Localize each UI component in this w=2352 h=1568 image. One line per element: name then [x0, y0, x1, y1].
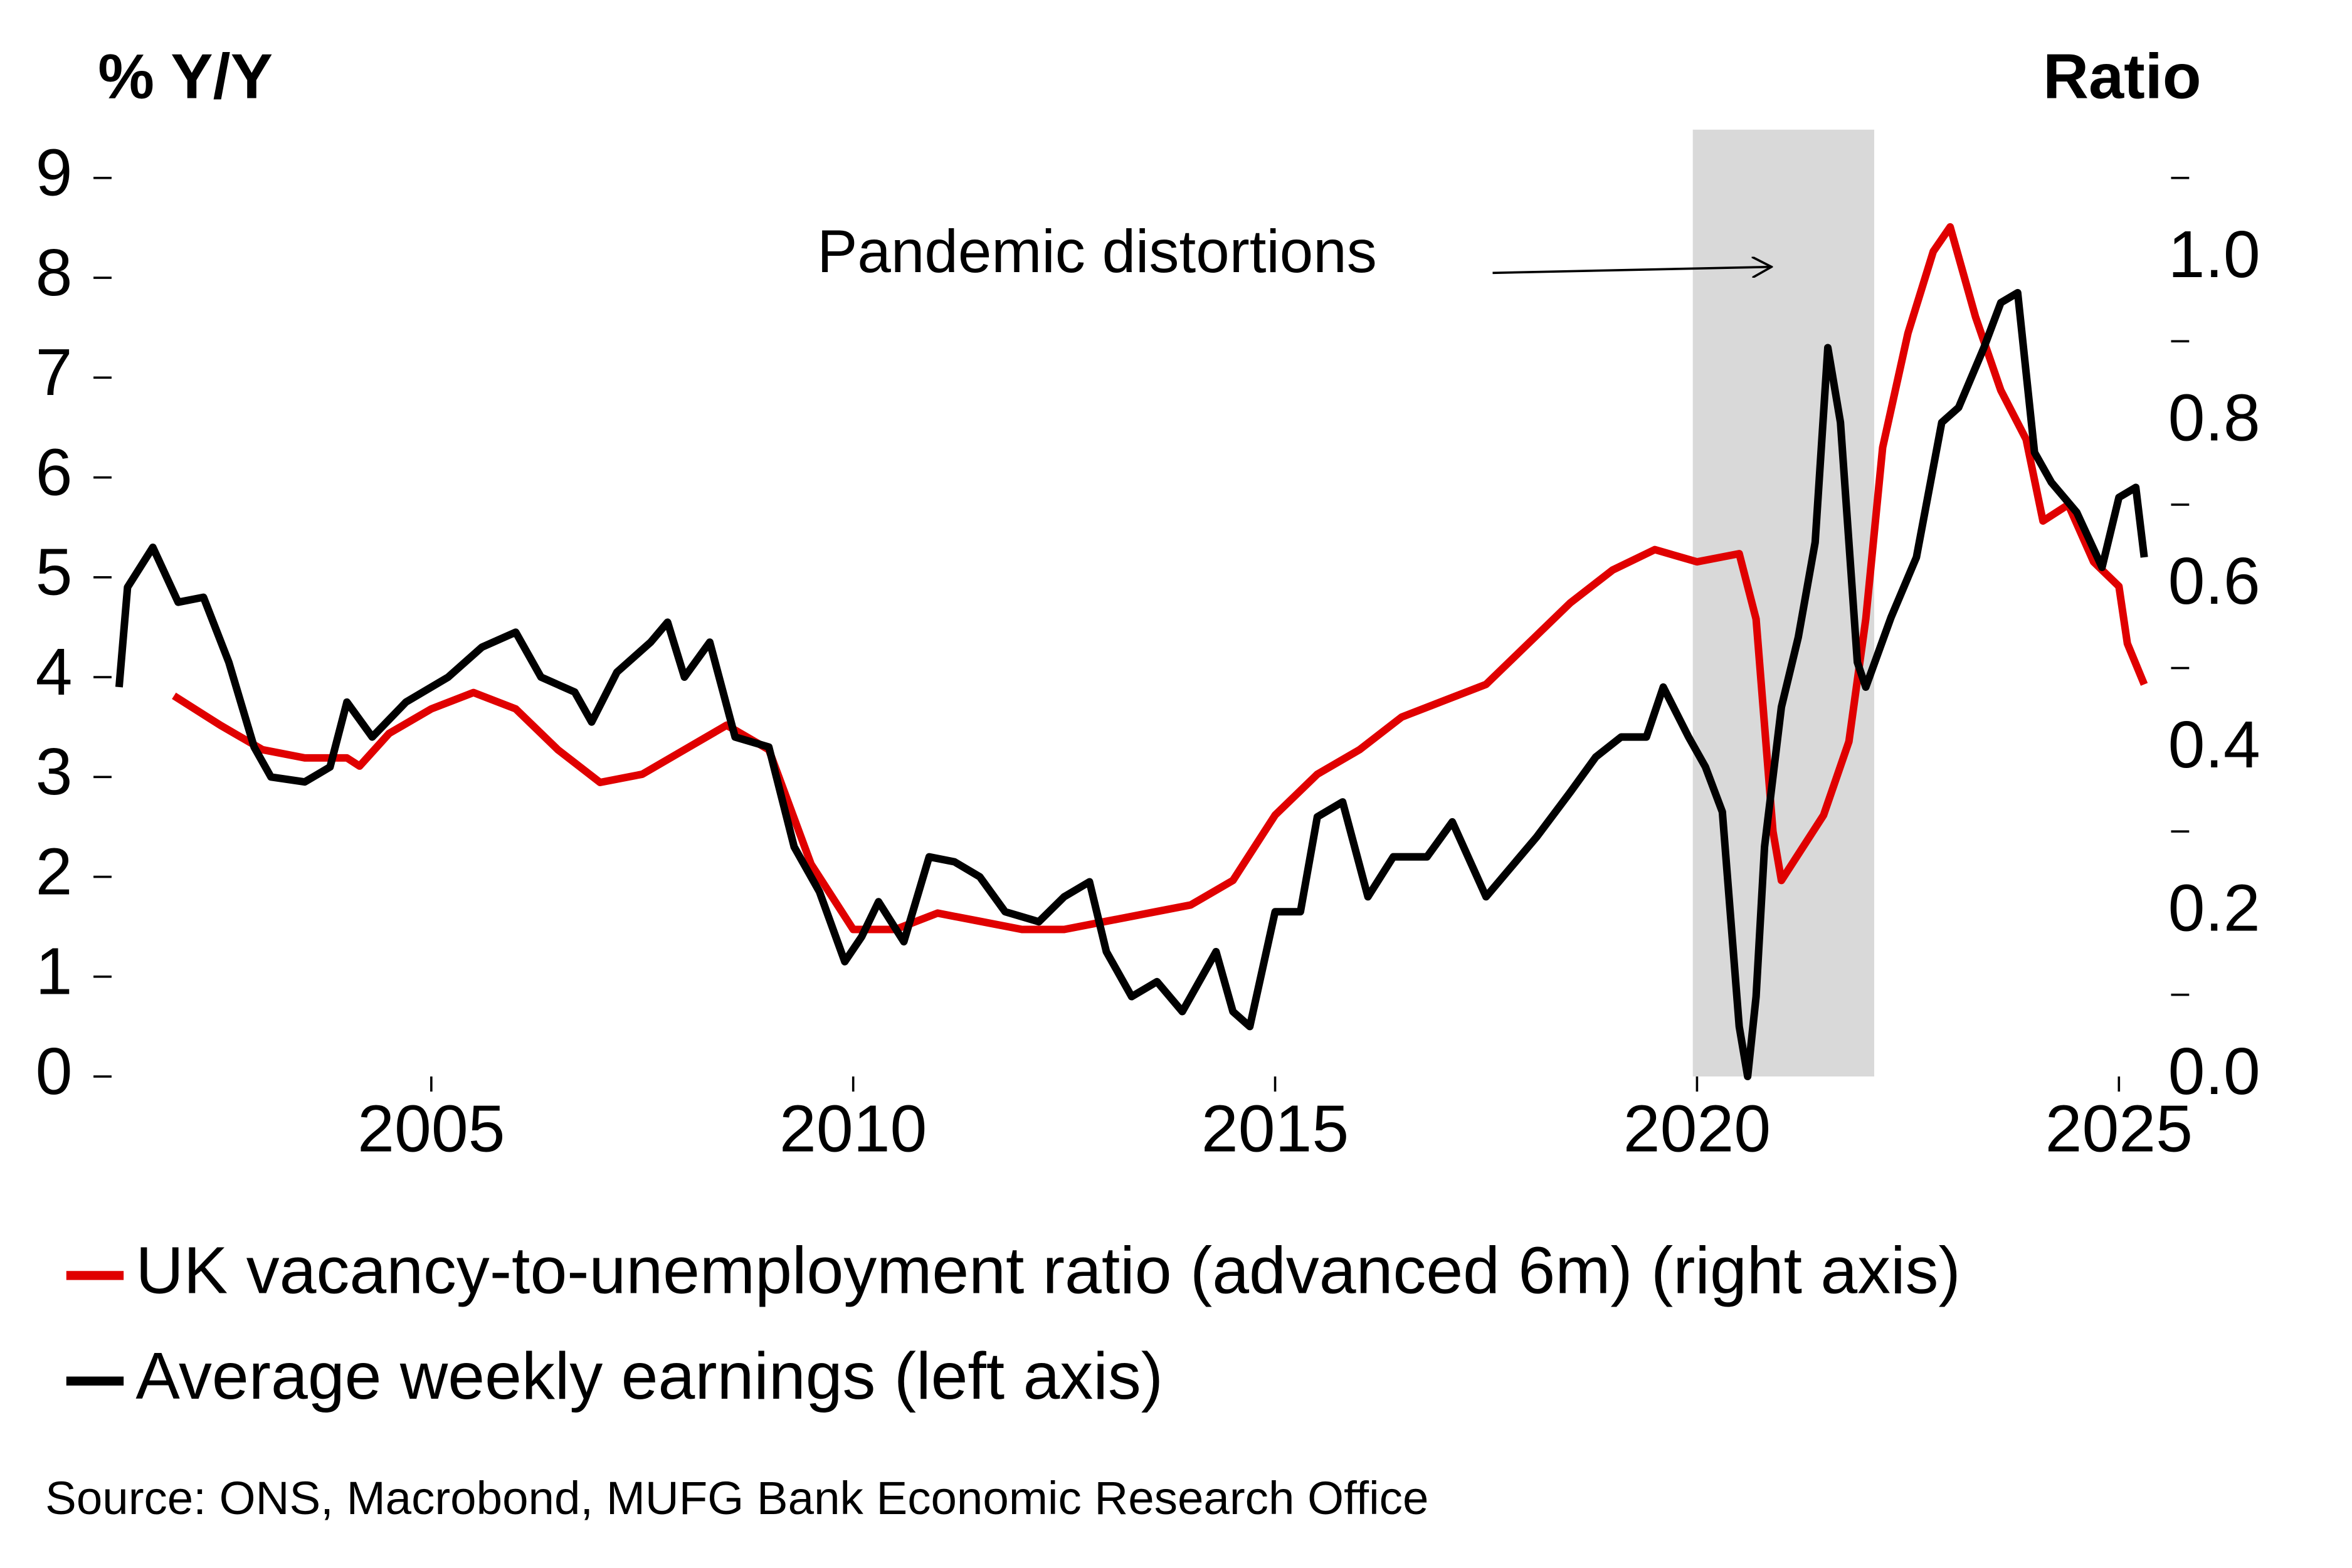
- y-tick-label: 4: [36, 635, 73, 709]
- x-tick-label: 2025: [2045, 1092, 2193, 1165]
- shade-layer: [1692, 129, 1875, 1077]
- y-tick-label: 3: [36, 735, 73, 809]
- x-tick-label: 2020: [1623, 1092, 1771, 1165]
- legend-label: Average weekly earnings (left axis): [135, 1339, 1163, 1413]
- y-tick-label: 9: [36, 136, 73, 210]
- x-tick-label: 2010: [779, 1092, 927, 1165]
- y2-tick-label: 0.8: [2168, 381, 2260, 455]
- y2-axis-label: Ratio: [2043, 42, 2201, 112]
- shaded-region: [1692, 129, 1875, 1077]
- annotation: Pandemic distortions: [817, 218, 1377, 285]
- y-tick-label: 8: [36, 236, 73, 310]
- y2-tick-label: 1.0: [2168, 218, 2260, 292]
- y2-tick-label: 0.4: [2168, 708, 2260, 782]
- y-tick-label: 1: [36, 935, 73, 1009]
- series-line: [115, 288, 2148, 1081]
- legend-label: UK vacancy-to-unemployment ratio (advanc…: [135, 1233, 1960, 1307]
- y2-tick-label: 0.6: [2168, 544, 2260, 618]
- x-tick-label: 2015: [1201, 1092, 1349, 1165]
- y-tick-label: 2: [36, 834, 73, 908]
- annotation-arrow: [1492, 267, 1771, 273]
- y-tick-label: 5: [36, 535, 73, 609]
- y2-tick-label: 0.0: [2168, 1034, 2260, 1108]
- y-tick-label: 6: [36, 435, 73, 509]
- y2-tick-label: 0.2: [2168, 871, 2260, 945]
- y-tick-label: 0: [36, 1034, 73, 1108]
- y-tick-label: 7: [36, 335, 73, 409]
- source: Source: ONS, Macrobond, MUFG Bank Econom…: [45, 1472, 1428, 1524]
- series-line: [172, 223, 2148, 934]
- y-axis-label: % Y/Y: [98, 42, 273, 112]
- x-tick-label: 2005: [357, 1092, 505, 1165]
